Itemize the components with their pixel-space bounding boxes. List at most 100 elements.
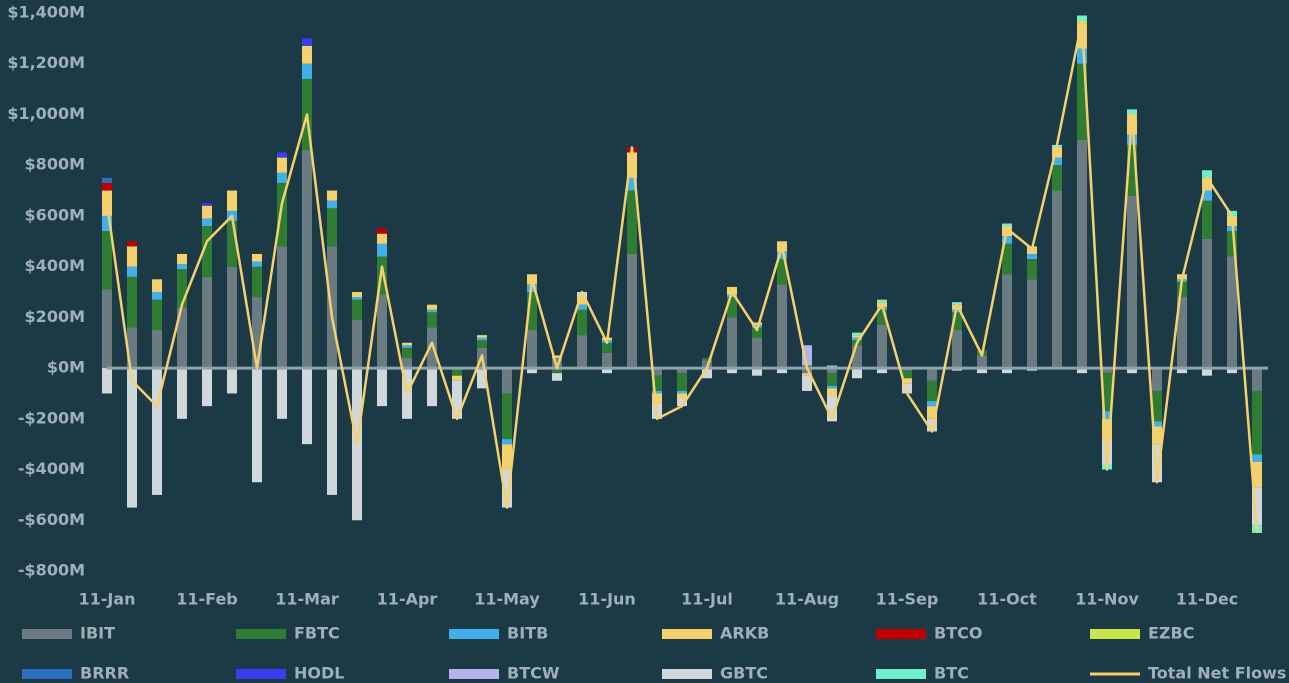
bar [577, 297, 587, 305]
bar [827, 368, 837, 374]
x-tick-label: 11-Jun [578, 590, 636, 609]
legend-label: BTCW [507, 664, 560, 683]
x-tick-label: 11-Oct [977, 590, 1037, 609]
bar [252, 261, 262, 267]
bar [1202, 200, 1212, 239]
x-tick-label: 11-Aug [775, 590, 839, 609]
bar [1127, 368, 1137, 374]
bar [277, 172, 287, 183]
bar [902, 378, 912, 384]
bar [1102, 373, 1112, 412]
bar [1227, 231, 1237, 257]
bar [1077, 15, 1087, 21]
bar [802, 373, 812, 376]
bar [452, 380, 462, 419]
y-tick-label: -$400M [18, 459, 85, 478]
bar [552, 355, 562, 358]
bar [227, 190, 237, 211]
bar [427, 309, 437, 313]
bar [727, 297, 737, 318]
bar [727, 368, 737, 374]
y-tick-label: $0M [47, 358, 85, 377]
bar [277, 368, 287, 419]
bar [652, 393, 662, 404]
bar [302, 38, 312, 46]
bar [352, 292, 362, 298]
bar [1252, 461, 1262, 488]
bar [1127, 134, 1137, 145]
bar [877, 324, 887, 369]
bar [777, 284, 787, 369]
bar [1027, 246, 1037, 254]
bar [827, 373, 837, 386]
bar [977, 355, 987, 369]
bar [1127, 195, 1137, 369]
bar [1002, 274, 1012, 369]
bar [127, 327, 137, 369]
bar [202, 226, 212, 277]
bar [577, 304, 587, 310]
bar [277, 246, 287, 369]
bar [1127, 144, 1137, 196]
legend-swatch [876, 669, 926, 679]
bar [1252, 487, 1262, 526]
bar [302, 63, 312, 79]
bar [252, 368, 262, 483]
bar [427, 327, 437, 369]
x-tick-label: 11-Nov [1075, 590, 1139, 609]
bar [377, 233, 387, 244]
bar [127, 266, 137, 277]
bar [727, 286, 737, 295]
bar [402, 342, 412, 346]
bar [827, 385, 837, 389]
bar [502, 368, 512, 394]
legend-label: Total Net Flows [1148, 664, 1286, 683]
bar [277, 182, 287, 247]
bar [627, 177, 637, 191]
bar [252, 266, 262, 298]
bar [452, 375, 462, 381]
y-tick-label: $1,200M [7, 53, 85, 72]
bar [277, 152, 287, 158]
bar [1077, 63, 1087, 140]
bar [1202, 368, 1212, 376]
bar [1252, 454, 1262, 462]
bar [152, 368, 162, 495]
y-tick-label: $400M [25, 256, 85, 275]
bar [1202, 238, 1212, 369]
bar [1052, 147, 1062, 158]
bar [602, 352, 612, 369]
bar [152, 292, 162, 300]
bar [202, 218, 212, 227]
bar [902, 383, 912, 394]
bar [727, 317, 737, 369]
bar [102, 368, 112, 394]
bar [477, 337, 487, 341]
bar [177, 269, 187, 308]
bar [852, 368, 862, 379]
bar [1127, 109, 1137, 115]
legend-label: IBIT [80, 624, 115, 643]
bar [852, 332, 862, 336]
x-tick-label: 11-Sep [876, 590, 939, 609]
bar [252, 297, 262, 369]
bar [202, 203, 212, 206]
bar [102, 190, 112, 216]
bar [1102, 368, 1112, 374]
bar [127, 276, 137, 328]
bar [827, 388, 837, 396]
bar [402, 357, 412, 369]
y-tick-label: -$200M [18, 408, 85, 427]
bar [852, 345, 862, 369]
bar [1202, 177, 1212, 191]
bar [1002, 243, 1012, 275]
bar [352, 319, 362, 369]
bar [102, 215, 112, 232]
bar [377, 294, 387, 369]
bar [927, 380, 937, 402]
bar [402, 347, 412, 358]
bar [102, 289, 112, 369]
bar [327, 208, 337, 247]
bar [552, 357, 562, 369]
